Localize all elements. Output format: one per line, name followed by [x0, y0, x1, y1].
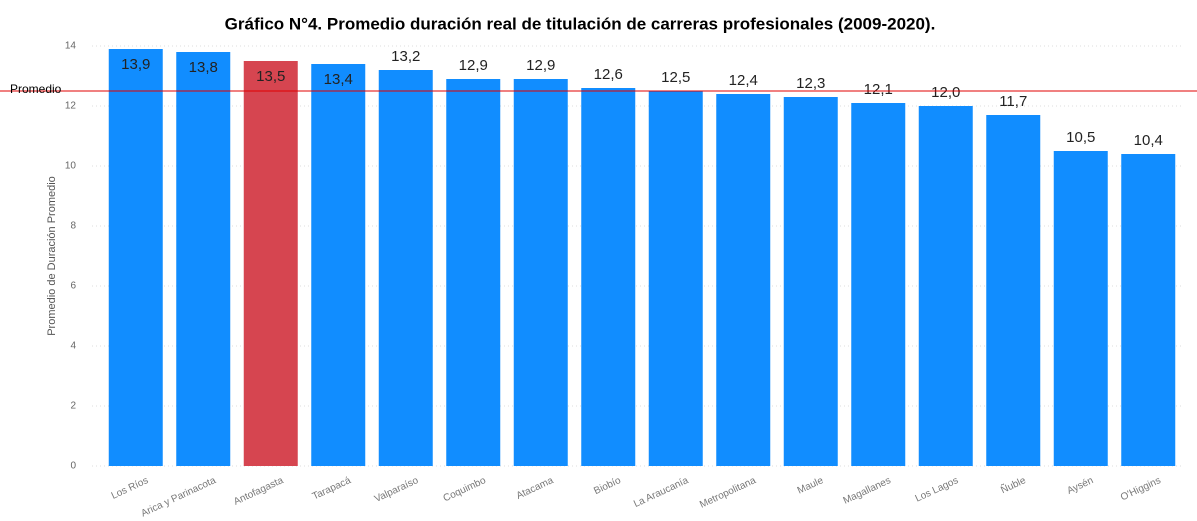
- bar: [108, 49, 163, 466]
- reference-label: Promedio: [10, 82, 62, 96]
- data-label: 13,8: [189, 59, 218, 76]
- bar: [446, 79, 501, 466]
- data-label: 13,2: [391, 48, 420, 65]
- x-tick-label: Los Ríos: [110, 475, 150, 502]
- data-label: 12,0: [931, 84, 960, 101]
- bar: [986, 115, 1041, 466]
- data-label: 10,5: [1066, 129, 1095, 146]
- y-tick-label: 12: [65, 101, 77, 112]
- data-label: 12,6: [594, 66, 623, 83]
- x-tick-label: Coquimbo: [442, 475, 488, 504]
- y-tick-label: 0: [70, 461, 76, 472]
- bar: [716, 94, 771, 466]
- data-label: 13,4: [324, 71, 353, 88]
- x-tick-label: Atacama: [515, 475, 556, 502]
- x-tick-label: La Araucanía: [632, 475, 690, 510]
- x-tick-label: Maule: [796, 475, 826, 497]
- data-label: 12,5: [661, 69, 690, 86]
- bar: [851, 103, 906, 466]
- data-label: 13,5: [256, 68, 285, 85]
- bar: [1053, 151, 1108, 466]
- y-tick-label: 2: [70, 401, 76, 412]
- x-tick-label: Metropolitana: [698, 475, 758, 511]
- data-label: 13,9: [121, 56, 150, 73]
- x-tick-label: Ñuble: [998, 473, 1028, 496]
- y-tick-label: 6: [70, 281, 76, 292]
- chart-title: Gráfico N°4. Promedio duración real de t…: [225, 14, 936, 33]
- data-label: 12,9: [526, 57, 555, 74]
- x-tick-label: Aysén: [1065, 475, 1095, 497]
- x-tick-label: Arica y Parinacota: [139, 475, 218, 519]
- data-label: 12,9: [459, 57, 488, 74]
- x-tick-label: Biobío: [592, 475, 623, 497]
- x-tick-label: Antofagasta: [232, 475, 285, 508]
- bar: [648, 91, 703, 466]
- data-label: 10,4: [1134, 132, 1163, 149]
- y-tick-label: 14: [65, 41, 77, 52]
- bar: [783, 97, 838, 466]
- y-axis-label: Promedio de Duración Promedio: [46, 176, 58, 336]
- y-tick-label: 10: [65, 161, 77, 172]
- data-label: 12,3: [796, 75, 825, 92]
- bar: [1121, 154, 1176, 466]
- x-tick-label: O'Higgins: [1119, 475, 1163, 503]
- bar: [513, 79, 568, 466]
- bar: [311, 64, 366, 466]
- y-tick-label: 4: [70, 341, 76, 352]
- data-label: 12,4: [729, 72, 758, 89]
- data-label: 11,7: [999, 93, 1027, 110]
- x-tick-label: Los Lagos: [914, 475, 960, 504]
- data-label: 12,1: [864, 81, 893, 98]
- x-tick-label: Valparaíso: [373, 475, 421, 505]
- bar: [918, 106, 973, 466]
- bar: [581, 88, 636, 466]
- bar: [176, 52, 231, 466]
- x-tick-label: Magallanes: [842, 475, 893, 507]
- y-tick-label: 8: [70, 221, 76, 232]
- x-tick-label: Tarapacá: [311, 475, 353, 503]
- bar: [378, 70, 433, 466]
- bar: [243, 61, 298, 466]
